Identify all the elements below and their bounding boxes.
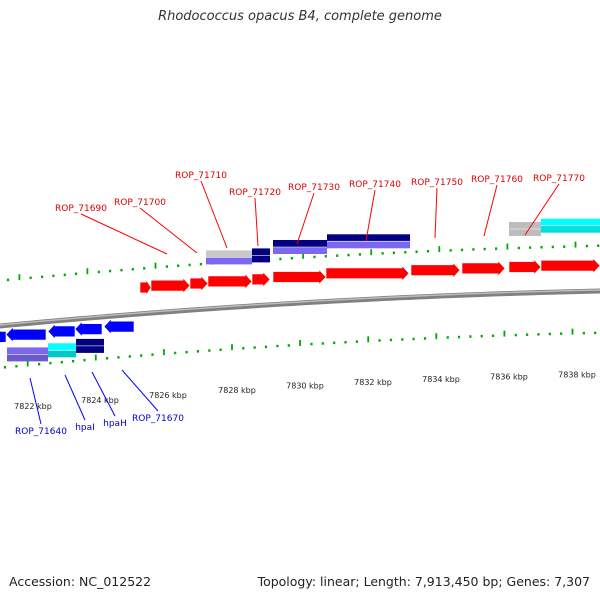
gene-block-bottom	[48, 350, 76, 358]
scale-label: 7836 kbp	[490, 373, 528, 382]
leader-line	[91, 371, 116, 417]
gene-block-navy	[252, 248, 270, 263]
gene-block-bottom	[206, 257, 252, 265]
forward-gene-arrow	[189, 275, 209, 292]
gene-label-reverse: hpaH	[103, 419, 127, 429]
genome-backbone-highlight	[0, 289, 600, 326]
gene-block-top	[252, 248, 270, 256]
scale-label: 7830 kbp	[286, 382, 324, 391]
gene-label-forward: ROP_71740	[349, 180, 401, 190]
forward-gene-arrow	[325, 265, 410, 282]
map-title: Rhodococcus opacus B4, complete genome	[158, 9, 442, 24]
gene-block-bottom	[509, 229, 541, 236]
scale-label: 7828 kbp	[218, 386, 256, 395]
leader-line	[64, 374, 86, 421]
gene-block-bottom	[252, 255, 270, 263]
gene-block-top	[7, 347, 48, 355]
gene-block-top	[48, 343, 76, 351]
gene-block-gray	[206, 250, 252, 265]
scale-label: 7822 kbp	[14, 402, 52, 411]
gene-block-bottom	[541, 225, 600, 233]
gene-block-top	[509, 222, 541, 229]
leader-line	[483, 184, 498, 237]
scale-label: 7832 kbp	[354, 378, 392, 387]
leader-line	[524, 183, 560, 236]
reverse-gene-arrow	[74, 320, 103, 338]
gene-label-forward: ROP_71720	[229, 188, 281, 198]
reverse-gene-arrow	[0, 328, 7, 346]
gene-block-top	[76, 338, 104, 346]
gene-block-bottom	[273, 247, 327, 254]
gene-block-gray	[509, 222, 541, 236]
gene-block-navy	[76, 338, 104, 353]
reverse-gene-arrow	[103, 318, 135, 335]
reverse-gene-arrow	[47, 323, 76, 340]
leader-line	[139, 207, 198, 254]
gene-block-bottom	[76, 345, 104, 353]
reverse-gene-arrow	[5, 326, 47, 343]
gene-label-forward: ROP_71700	[114, 198, 166, 208]
label-layer: 7822 kbp 7824 kbp 7826 kbp 7828 kbp 7830 kbp…	[14, 171, 596, 437]
label-leader-lines	[29, 180, 560, 425]
scale-label: 7824 kbp	[81, 396, 119, 405]
leader-line	[254, 197, 259, 247]
gene-block-cyan	[541, 218, 600, 233]
gene-block-top	[206, 250, 252, 258]
scale-label: 7838 kbp	[558, 371, 596, 380]
leader-line	[121, 369, 159, 412]
forward-gene-arrow	[410, 261, 461, 279]
lower-tick-track	[3, 328, 597, 369]
gene-label-forward: ROP_71770	[533, 174, 585, 184]
forward-gene-arrow	[461, 260, 506, 277]
gene-block-navy	[273, 240, 327, 254]
gene-block-top	[541, 218, 600, 226]
gene-block-bottom	[7, 354, 48, 362]
gene-label-reverse: hpaI	[75, 423, 95, 433]
forward-gene-arrow	[251, 271, 271, 288]
leader-line	[365, 189, 376, 242]
forward-gene-arrow	[139, 278, 152, 297]
gene-block-top	[327, 234, 410, 242]
leader-line	[434, 187, 438, 239]
accession-text: Accession: NC_012522	[9, 574, 152, 589]
gene-label-forward: ROP_71730	[288, 183, 340, 193]
forward-gene-arrow	[150, 277, 191, 294]
gene-block-bottom	[327, 241, 410, 249]
gene-label-forward: ROP_71760	[471, 175, 523, 185]
forward-gene-arrow	[540, 257, 600, 274]
gene-label-forward: ROP_71710	[175, 171, 227, 181]
forward-gene-arrow	[508, 258, 542, 276]
gene-label-reverse: ROP_71670	[132, 414, 184, 424]
forward-gene-arrow	[207, 273, 253, 290]
gene-label-forward: ROP_71750	[411, 178, 463, 188]
leader-line	[296, 192, 315, 245]
scale-label: 7826 kbp	[149, 391, 187, 400]
leader-line	[29, 377, 42, 425]
leader-line	[200, 180, 228, 249]
gene-block-cyan	[48, 343, 76, 358]
genome-summary-text: Topology: linear; Length: 7,913,450 bp; …	[257, 574, 590, 589]
genome-backbone	[0, 288, 600, 329]
gene-label-reverse: ROP_71640	[15, 427, 67, 437]
gene-features	[0, 218, 600, 362]
gene-label-forward: ROP_71690	[55, 204, 107, 214]
scale-label: 7834 kbp	[422, 375, 460, 384]
leader-line	[80, 213, 168, 255]
gene-block-slate	[7, 347, 48, 362]
gene-block-top	[273, 240, 327, 247]
forward-gene-arrow	[272, 268, 327, 286]
gene-block-navy	[327, 234, 410, 249]
